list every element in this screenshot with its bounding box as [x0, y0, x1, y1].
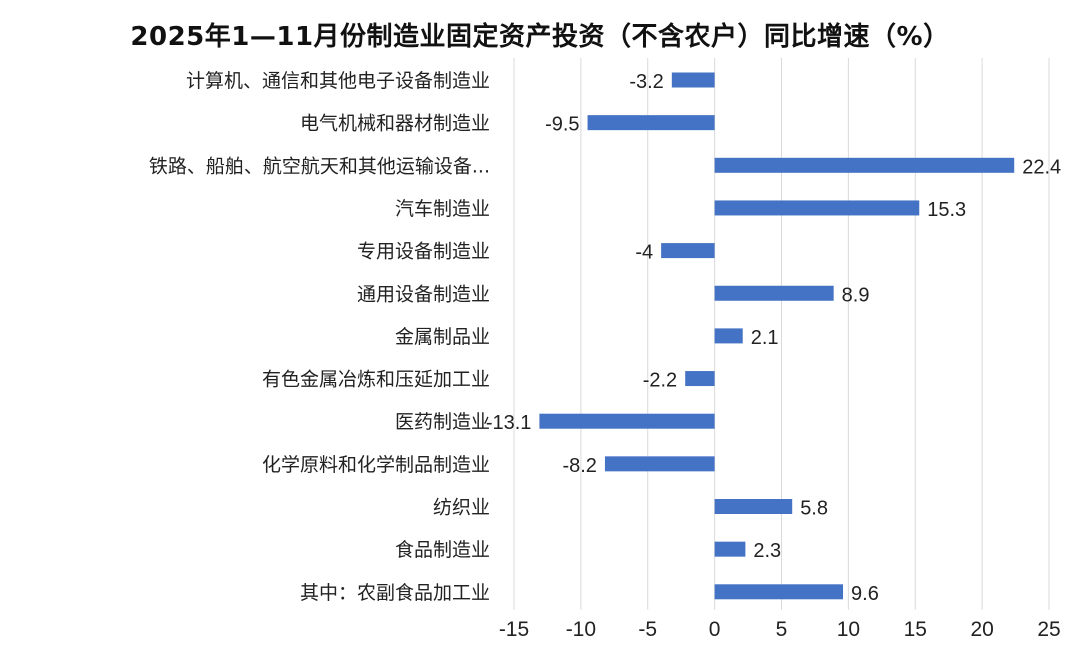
data-label: 8.9: [842, 284, 870, 306]
bar: [714, 328, 743, 344]
category-label: 金属制品业: [395, 326, 490, 348]
bar: [604, 456, 715, 472]
data-label: 5.8: [800, 498, 828, 520]
category-label: 化学原料和化学制品制造业: [262, 454, 490, 476]
category-label: 医药制造业: [395, 411, 490, 433]
x-tick-label: 5: [776, 618, 788, 641]
bar: [714, 200, 920, 216]
bar: [714, 285, 834, 301]
bar-layer: [539, 72, 1015, 600]
category-label: 铁路、船舶、航空航天和其他运输设备...: [149, 155, 490, 177]
data-label: 9.6: [851, 583, 879, 605]
category-label: 通用设备制造业: [357, 283, 490, 305]
x-tick-label: -10: [566, 618, 596, 641]
x-tick-label: 25: [1037, 618, 1060, 641]
data-label: 2.3: [753, 540, 781, 562]
x-tick-label: -15: [499, 618, 529, 641]
category-label: 有色金属冶炼和压延加工业: [262, 369, 490, 391]
category-label: 专用设备制造业: [357, 241, 490, 263]
chart-title: 2025年1—11月份制造业固定资产投资（不含农户）同比增速（%）: [130, 22, 950, 52]
data-label: -13.1: [486, 412, 532, 434]
bar: [671, 72, 715, 88]
bar: [661, 243, 715, 259]
x-tick-label: 0: [709, 618, 721, 641]
x-tick-label: -5: [638, 618, 657, 641]
category-label-layer: 计算机、通信和其他电子设备制造业电气机械和器材制造业铁路、船舶、航空航天和其他运…: [149, 70, 490, 604]
data-label: 22.4: [1022, 156, 1061, 178]
x-tick-label: 10: [837, 618, 860, 641]
data-label: 2.1: [751, 327, 779, 349]
grid-layer: [513, 58, 1050, 610]
data-label: -2.2: [643, 370, 677, 392]
data-label: -4: [635, 242, 653, 264]
bar: [539, 413, 715, 429]
category-label: 汽车制造业: [395, 198, 490, 220]
bar: [714, 157, 1015, 173]
data-label: -9.5: [545, 114, 579, 136]
category-label: 其中：农副食品加工业: [300, 582, 490, 604]
bar: [714, 584, 844, 600]
category-label: 电气机械和器材制造业: [300, 113, 490, 135]
data-label: 15.3: [927, 199, 966, 221]
category-label: 食品制造业: [395, 539, 490, 561]
bar: [714, 499, 793, 514]
x-tick-label: 20: [970, 618, 993, 641]
bar: [714, 541, 746, 557]
data-label-layer: -3.2 -9.5 22.4 15.3 -4 8.9 2.1 -2.2 -13.1 -8.2 5.8…: [486, 71, 1061, 605]
data-label: -8.2: [562, 455, 596, 477]
x-tick-label: 15: [904, 618, 927, 641]
data-label: -3.2: [629, 71, 663, 93]
category-label: 计算机、通信和其他电子设备制造业: [186, 70, 490, 92]
x-tick-layer: -15 -10 -5 0 5 10 15 20 25: [499, 618, 1061, 641]
bar: [587, 115, 715, 131]
bar: [685, 371, 715, 387]
category-label: 纺织业: [433, 497, 490, 519]
